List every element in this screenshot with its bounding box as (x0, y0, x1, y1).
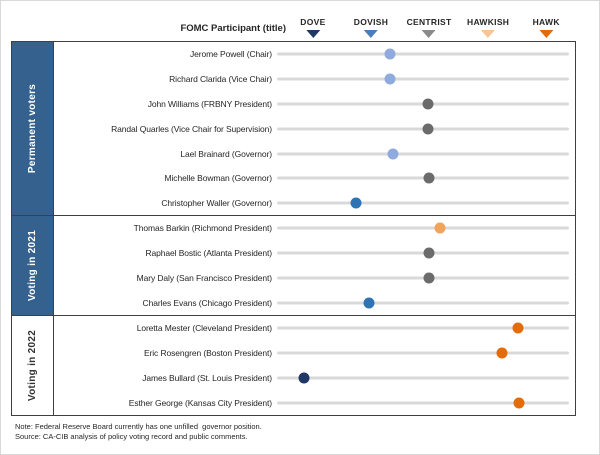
participant-row: Michelle Bowman (Governor) (54, 166, 575, 191)
stance-track (277, 251, 569, 255)
stance-track (277, 77, 569, 81)
header-scale-row: FOMC Participant (title) DOVE DOVISH CENTR… (53, 1, 576, 39)
stance-dot (384, 48, 396, 60)
participant-row: James Bullard (St. Louis President) (54, 365, 575, 390)
participant-row: Eric Rosengren (Boston President) (54, 341, 575, 366)
fomc-participant-title-label: FOMC Participant (title) (180, 23, 286, 34)
section-rows: Jerome Powell (Chair) Richard Clarida (Vi… (54, 42, 575, 216)
participant-label: John Williams (FRBNY President) (147, 98, 272, 109)
stance-track (277, 351, 569, 355)
stance-dot (423, 172, 435, 184)
participant-label: Mary Daly (San Francisco President) (136, 273, 272, 284)
participant-row: Esther George (Kansas City President) (54, 390, 575, 415)
stance-track (277, 176, 569, 180)
scale-item: DOVISH (354, 17, 388, 38)
section-voting-2021: Voting in 2021 Thomas Barkin (Richmond Pr… (11, 215, 576, 317)
dovish-triangle-icon (363, 30, 378, 38)
stance-dot (423, 247, 435, 259)
participant-label: Esther George (Kansas City President) (128, 397, 272, 408)
stance-dot (298, 372, 310, 384)
dove-triangle-icon (305, 30, 320, 38)
scale-item: DOVE (300, 17, 325, 38)
participant-row: Randal Quarles (Vice Chair for Supervisi… (54, 116, 575, 141)
footnotes: Note: Federal Reserve Board currently ha… (15, 422, 262, 442)
participant-row: Richard Clarida (Vice Chair) (54, 67, 575, 92)
participant-row: Jerome Powell (Chair) (54, 42, 575, 67)
participant-label: James Bullard (St. Louis President) (142, 372, 272, 383)
stance-dot (387, 148, 399, 160)
participant-label: Lael Brainard (Governor) (180, 148, 272, 159)
stance-track (277, 326, 569, 330)
stance-track (277, 401, 569, 405)
scale-label: DOVE (300, 17, 326, 27)
stance-track (277, 376, 569, 380)
note-line: Note: Federal Reserve Board currently ha… (15, 422, 262, 431)
section-rows: Thomas Barkin (Richmond President) Raphae… (54, 216, 575, 315)
scale-item: HAWKISH (467, 17, 509, 38)
participant-label: Eric Rosengren (Boston President) (143, 347, 272, 358)
participant-label: Michelle Bowman (Governor) (164, 173, 273, 184)
scale-item: CENTRIST (407, 17, 452, 38)
stance-dot (350, 197, 362, 209)
stance-track (277, 301, 569, 305)
participant-row: Mary Daly (San Francisco President) (54, 266, 575, 291)
section-voting-2022: Voting in 2022 Loretta Mester (Cleveland … (11, 314, 576, 416)
participant-label: Raphael Bostic (Atlanta President) (145, 248, 272, 259)
stance-track (277, 201, 569, 205)
stance-track (277, 276, 569, 280)
participant-label: Christopher Waller (Governor) (161, 198, 272, 209)
participant-label: Richard Clarida (Vice Chair) (169, 74, 272, 85)
stance-track (277, 152, 569, 156)
stance-dot (422, 123, 434, 135)
stance-dot (422, 98, 434, 110)
source-line: Source: CA-CIB analysis of policy voting… (15, 432, 248, 441)
participant-label: Thomas Barkin (Richmond President) (133, 223, 272, 234)
stance-dot (496, 347, 508, 359)
participant-row: John Williams (FRBNY President) (54, 92, 575, 117)
stance-dot (513, 397, 525, 409)
centrist-triangle-icon (422, 30, 437, 38)
scale-label: DOVISH (353, 17, 389, 27)
participant-label: Charles Evans (Chicago President) (142, 297, 273, 308)
section-permanent-voters: Permanent voters Jerome Powell (Chair) Ric… (11, 41, 576, 217)
scale-item: HAWK (533, 17, 560, 38)
scale-label: HAWK (532, 17, 560, 27)
participant-row: Lael Brainard (Governor) (54, 141, 575, 166)
participant-row: Charles Evans (Chicago President) (54, 290, 575, 315)
participant-label: Loretta Mester (Cleveland President) (136, 323, 272, 334)
stance-track (277, 52, 569, 56)
stance-track (277, 226, 569, 230)
participant-row: Loretta Mester (Cleveland President) (54, 316, 575, 341)
participant-row: Thomas Barkin (Richmond President) (54, 216, 575, 241)
participant-label: Jerome Powell (Chair) (190, 49, 272, 60)
stance-dot (384, 73, 396, 85)
stance-dot (423, 272, 435, 284)
section-sidebar: Voting in 2022 (12, 315, 54, 415)
stance-dot (434, 222, 446, 234)
section-rows: Loretta Mester (Cleveland President) Eric… (54, 316, 575, 415)
stance-dot (512, 322, 524, 334)
sections-container: Permanent voters Jerome Powell (Chair) Ric… (11, 41, 576, 416)
section-sidebar-label: Permanent voters (27, 84, 38, 174)
scale-label: CENTRIST (406, 17, 452, 27)
participant-label: Randal Quarles (Vice Chair for Supervisi… (111, 123, 272, 134)
section-sidebar-label: Voting in 2022 (27, 329, 39, 402)
participant-row: Christopher Waller (Governor) (54, 191, 575, 216)
scale-label: HAWKISH (467, 17, 510, 27)
participant-row: Raphael Bostic (Atlanta President) (54, 241, 575, 266)
section-sidebar-label: Voting in 2021 (27, 230, 39, 302)
section-sidebar: Voting in 2021 (12, 216, 54, 316)
hawk-triangle-icon (539, 30, 554, 38)
stance-dot (363, 297, 375, 309)
section-sidebar: Permanent voters (12, 42, 54, 216)
hawkish-triangle-icon (481, 30, 496, 38)
